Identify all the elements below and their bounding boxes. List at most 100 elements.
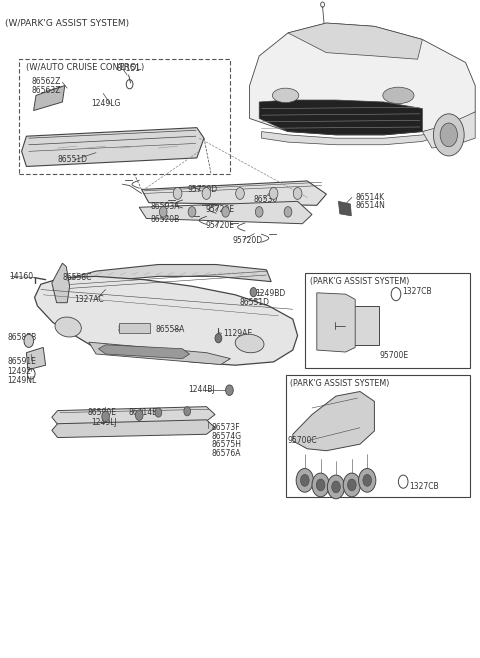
Text: 1129AE: 1129AE (224, 329, 253, 338)
Text: (PARK'G ASSIST SYSTEM): (PARK'G ASSIST SYSTEM) (310, 277, 409, 286)
Circle shape (215, 334, 222, 343)
Polygon shape (34, 86, 65, 111)
Text: 86551D: 86551D (58, 155, 87, 164)
Polygon shape (52, 420, 215, 438)
Text: 86574G: 86574G (211, 432, 241, 441)
Circle shape (155, 408, 162, 417)
Text: 86563Z: 86563Z (31, 86, 60, 95)
Circle shape (300, 474, 309, 486)
Ellipse shape (383, 87, 414, 103)
Text: 86511A: 86511A (118, 324, 147, 334)
Circle shape (159, 207, 167, 217)
Circle shape (202, 188, 211, 199)
Text: 86591E: 86591E (8, 357, 36, 367)
Ellipse shape (55, 317, 81, 337)
Circle shape (343, 473, 360, 497)
Text: 86514N: 86514N (355, 201, 385, 211)
Text: 95720D: 95720D (233, 236, 263, 245)
Circle shape (440, 123, 457, 147)
Bar (286, 375, 470, 497)
Circle shape (184, 407, 191, 416)
Polygon shape (142, 181, 326, 205)
Circle shape (316, 479, 325, 491)
Text: 86551D: 86551D (239, 298, 269, 307)
Polygon shape (317, 293, 355, 352)
Polygon shape (50, 265, 271, 293)
Polygon shape (35, 276, 298, 365)
Text: 95700E: 95700E (379, 351, 408, 360)
Bar (119, 323, 150, 333)
Circle shape (312, 473, 329, 497)
Polygon shape (288, 23, 422, 59)
Circle shape (250, 288, 257, 297)
Polygon shape (293, 392, 374, 451)
Text: (W/PARK'G ASSIST SYSTEM): (W/PARK'G ASSIST SYSTEM) (5, 18, 129, 28)
Text: 86573F: 86573F (211, 423, 240, 432)
Circle shape (255, 207, 263, 217)
Circle shape (188, 207, 196, 217)
Polygon shape (259, 100, 422, 135)
Text: 86593A: 86593A (150, 202, 180, 211)
Polygon shape (26, 347, 46, 370)
Text: 95720E: 95720E (205, 221, 234, 230)
Polygon shape (262, 132, 432, 145)
Circle shape (332, 481, 340, 493)
Polygon shape (52, 407, 215, 424)
Text: 1327CB: 1327CB (402, 287, 432, 296)
Circle shape (293, 188, 302, 199)
Ellipse shape (235, 334, 264, 353)
Text: 86590E: 86590E (87, 408, 116, 417)
Circle shape (433, 114, 464, 156)
Circle shape (102, 411, 109, 422)
Circle shape (24, 334, 34, 347)
Text: 95720D: 95720D (187, 185, 217, 194)
Circle shape (359, 468, 376, 492)
Circle shape (296, 468, 313, 492)
Circle shape (222, 207, 229, 217)
Circle shape (348, 479, 356, 491)
Text: 86414B: 86414B (129, 408, 158, 417)
Text: 95720E: 95720E (205, 205, 234, 215)
Polygon shape (52, 263, 70, 303)
Text: 1249LJ: 1249LJ (91, 418, 117, 427)
Text: 86530: 86530 (253, 195, 278, 204)
Text: 86562Z: 86562Z (31, 77, 60, 86)
Text: 86520B: 86520B (150, 215, 180, 224)
Text: (W/AUTO CRUISE CONTROL): (W/AUTO CRUISE CONTROL) (26, 63, 144, 72)
Circle shape (236, 188, 244, 199)
Text: 1327AC: 1327AC (74, 295, 104, 304)
Circle shape (135, 410, 143, 420)
Polygon shape (139, 201, 312, 224)
Polygon shape (422, 112, 475, 148)
Polygon shape (250, 23, 475, 135)
Text: 86576A: 86576A (211, 449, 240, 458)
Text: 1327CB: 1327CB (409, 482, 439, 491)
Circle shape (284, 207, 292, 217)
Text: 14160: 14160 (10, 272, 34, 281)
Ellipse shape (272, 88, 299, 103)
Polygon shape (98, 345, 190, 359)
Polygon shape (22, 128, 204, 166)
Text: 86558A: 86558A (155, 324, 184, 334)
Circle shape (269, 188, 278, 199)
Text: 1249BD: 1249BD (255, 289, 286, 298)
Polygon shape (89, 342, 230, 365)
Circle shape (327, 475, 345, 499)
Text: 86575H: 86575H (211, 440, 241, 449)
Bar (345, 306, 379, 345)
Bar (19, 59, 230, 174)
Text: 12492: 12492 (8, 367, 32, 376)
Circle shape (173, 188, 182, 199)
Circle shape (226, 385, 233, 395)
Polygon shape (338, 201, 351, 216)
Text: 86587B: 86587B (8, 333, 37, 342)
Text: (PARK'G ASSIST SYSTEM): (PARK'G ASSIST SYSTEM) (290, 379, 390, 388)
Text: 86558C: 86558C (62, 273, 92, 282)
Text: 1249LG: 1249LG (91, 99, 120, 109)
Text: 1244BJ: 1244BJ (188, 385, 215, 394)
Circle shape (363, 474, 372, 486)
Bar (305, 273, 470, 368)
Text: 95700C: 95700C (288, 436, 318, 445)
Text: 86514K: 86514K (355, 193, 384, 202)
Text: 1249NL: 1249NL (8, 376, 37, 385)
